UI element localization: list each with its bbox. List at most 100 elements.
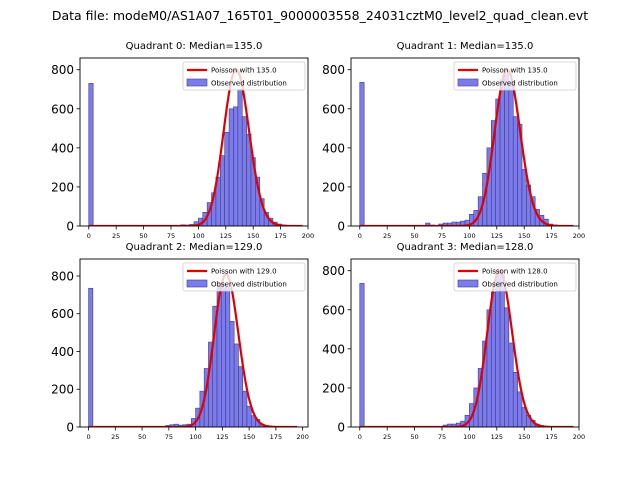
plot-area: [88, 68, 303, 226]
histogram-bar: [359, 283, 365, 427]
legend-box: [182, 61, 306, 91]
poisson-curve: [88, 273, 298, 427]
histogram-bar: [508, 342, 514, 427]
x-tick-label: 150: [518, 433, 530, 441]
poisson-curve: [88, 68, 303, 226]
panel-title: Quadrant 0: Median=135.0: [126, 41, 263, 52]
panel-quadrant-1: Quadrant 1: Median=135.0 0 25 50 75 100 125 150…: [322, 41, 585, 240]
legend-observed-swatch: [186, 78, 208, 87]
legend-box: [453, 61, 577, 91]
x-tick-label: 50: [410, 433, 418, 441]
histogram-bar: [499, 274, 505, 427]
histogram-bar: [491, 291, 496, 427]
y-tick-label: 0: [66, 421, 74, 435]
x-tick-label: 0: [86, 433, 90, 441]
legend: Poisson with 135.0 Observed distribution: [182, 61, 306, 91]
x-tick-label: 150: [243, 433, 255, 441]
x-tick-label: 100: [192, 232, 204, 240]
y-tick-label: 200: [51, 180, 74, 194]
histogram-bar: [233, 343, 239, 427]
y-tick-label: 0: [337, 220, 345, 234]
x-tick-label: 0: [358, 433, 362, 441]
histogram-bar: [220, 283, 226, 427]
histogram-bar: [88, 287, 94, 427]
x-tick-label: 200: [573, 433, 585, 441]
panel-title: Quadrant 1: Median=135.0: [397, 41, 534, 52]
panel-title: Quadrant 2: Median=129.0: [126, 242, 263, 253]
x-tick-label: 75: [167, 232, 175, 240]
legend: Poisson with 135.0 Observed distribution: [453, 61, 577, 91]
y-tick-label: 600: [322, 102, 345, 116]
y-tick-label: 400: [322, 342, 345, 356]
histogram-bar: [233, 106, 239, 226]
axes-frame: [79, 258, 309, 428]
x-tick-label: 50: [139, 232, 147, 240]
legend-poisson-label: Poisson with 135.0: [211, 67, 277, 75]
histogram-bar: [508, 81, 514, 226]
histogram-bar: [512, 372, 518, 427]
x-tick-label: 25: [383, 232, 391, 240]
plot-area: [88, 273, 298, 427]
y-tick-label: 800: [51, 63, 74, 77]
histogram-bar: [246, 405, 252, 427]
histogram-bar: [228, 108, 234, 226]
x-tick-label: 125: [491, 433, 503, 441]
histogram-bar: [229, 320, 235, 427]
y-tick-label: 0: [66, 220, 74, 234]
panel-quadrant-2: Quadrant 2: Median=129.0 0 25 50 75 100 125 150…: [51, 242, 309, 441]
histogram-bar: [88, 83, 94, 226]
y-tick-label: 200: [51, 383, 74, 397]
panel-title: Quadrant 3: Median=128.0: [397, 242, 534, 253]
x-tick-label: 175: [545, 232, 557, 240]
legend: Poisson with 128.0 Observed distribution: [453, 262, 577, 292]
y-tick-label: 400: [322, 141, 345, 155]
legend-poisson-label: Poisson with 129.0: [211, 268, 277, 276]
legend-poisson-label: Poisson with 135.0: [482, 67, 548, 75]
y-tick-label: 800: [322, 264, 345, 278]
histogram-bar: [238, 366, 244, 427]
legend-observed-label: Observed distribution: [482, 281, 558, 289]
legend-poisson-label: Poisson with 128.0: [482, 268, 548, 276]
y-tick-label: 0: [337, 421, 345, 435]
y-tick-label: 400: [51, 141, 74, 155]
x-tick-label: 100: [463, 232, 475, 240]
x-tick-label: 125: [216, 433, 228, 441]
x-tick-label: 200: [573, 232, 585, 240]
y-tick-label: 400: [51, 345, 74, 359]
panel-quadrant-0: Quadrant 0: Median=135.0 0 25 50 75 100 125 150…: [51, 41, 314, 240]
x-tick-label: 100: [189, 433, 201, 441]
axes-frame: [350, 57, 580, 227]
legend-observed-swatch: [457, 279, 479, 288]
plot-area: [359, 68, 574, 226]
histogram-bar: [504, 307, 510, 427]
x-tick-label: 0: [87, 232, 91, 240]
y-tick-label: 200: [322, 381, 345, 395]
y-tick-label: 800: [322, 63, 345, 77]
histogram-bar: [220, 155, 225, 226]
x-tick-label: 50: [410, 232, 418, 240]
histogram-bar: [512, 116, 518, 226]
panels: Quadrant 0: Median=135.0 0 25 50 75 100 125 150…: [51, 41, 585, 441]
histogram-bar: [504, 73, 510, 226]
histogram-bar: [246, 133, 252, 226]
x-tick-label: 200: [302, 232, 314, 240]
x-tick-label: 175: [274, 232, 286, 240]
legend-observed-label: Observed distribution: [482, 80, 558, 88]
y-tick-label: 800: [51, 269, 74, 283]
histogram-bar: [359, 82, 365, 226]
x-tick-label: 150: [247, 232, 259, 240]
x-tick-label: 100: [463, 433, 475, 441]
histogram-bar: [224, 131, 230, 226]
histogram-bar: [517, 391, 523, 427]
legend-observed-label: Observed distribution: [211, 80, 287, 88]
poisson-curve: [359, 269, 574, 427]
y-tick-label: 600: [51, 307, 74, 321]
legend: Poisson with 129.0 Observed distribution: [182, 262, 306, 292]
histogram-bar: [225, 287, 231, 427]
figure-title: Data file: modeM0/AS1A07_165T01_90000035…: [52, 8, 588, 23]
histogram-bar: [241, 116, 247, 226]
x-tick-label: 125: [220, 232, 232, 240]
histogram-bar: [499, 79, 505, 226]
x-tick-label: 75: [438, 232, 446, 240]
